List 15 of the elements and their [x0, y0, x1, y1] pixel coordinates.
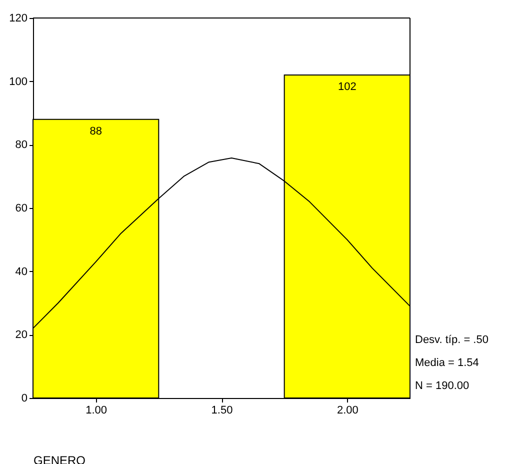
y-tick-label: 100 [9, 76, 28, 88]
text: Desv. típ. = .50 [415, 334, 488, 346]
data-label: 102 [338, 81, 356, 93]
data-label: 88 [90, 125, 102, 138]
y-tick-label: 80 [15, 139, 28, 152]
y-tick-label: 40 [15, 266, 28, 278]
text: Media = 1.54 [415, 357, 479, 369]
text: N = 190.00 [415, 380, 470, 392]
x-tick-label: 1.00 [86, 404, 108, 416]
y-tick-label: 120 [9, 12, 28, 24]
y-tick-label: 0 [21, 392, 28, 404]
x-tick-label: 1.50 [211, 404, 233, 416]
y-tick-label: 20 [15, 329, 28, 342]
x-tick-label: 2.00 [336, 404, 358, 416]
y-tick-label: 60 [15, 202, 28, 214]
